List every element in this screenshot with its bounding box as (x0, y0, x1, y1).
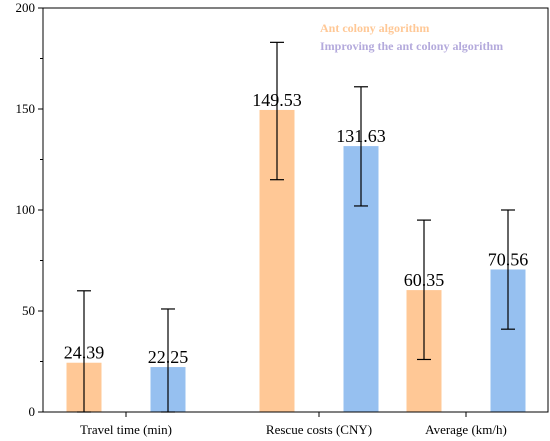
data-label: 149.53 (252, 90, 302, 110)
x-category-label: Travel time (min) (80, 422, 172, 437)
axes: 0 50 100 150 200 Travel time (min) Rescue cost… (16, 0, 549, 437)
bars (66, 109, 526, 412)
data-label: 131.63 (336, 126, 386, 146)
data-label: 24.39 (64, 343, 105, 363)
y-tick-label: 50 (22, 303, 35, 318)
data-labels: 24.39 149.53 60.35 22.25 131.63 70.56 (64, 90, 529, 367)
y-tick-label: 100 (16, 202, 36, 217)
x-category-label: Rescue costs (CNY) (266, 422, 372, 437)
legend-entry: Improving the ant colony algorithm (320, 39, 503, 53)
y-tick-label: 200 (16, 0, 36, 15)
y-tick-label: 150 (16, 101, 36, 116)
x-category-label: Average (km/h) (425, 422, 507, 437)
data-label: 70.56 (488, 249, 529, 269)
legend: Ant colony algorithm Improving the ant co… (320, 21, 503, 53)
y-tick-label: 0 (29, 404, 36, 419)
data-label: 60.35 (404, 270, 445, 290)
error-bars (77, 41, 515, 413)
data-label: 22.25 (148, 347, 189, 367)
legend-entry: Ant colony algorithm (320, 21, 429, 35)
plot-frame (42, 7, 549, 413)
